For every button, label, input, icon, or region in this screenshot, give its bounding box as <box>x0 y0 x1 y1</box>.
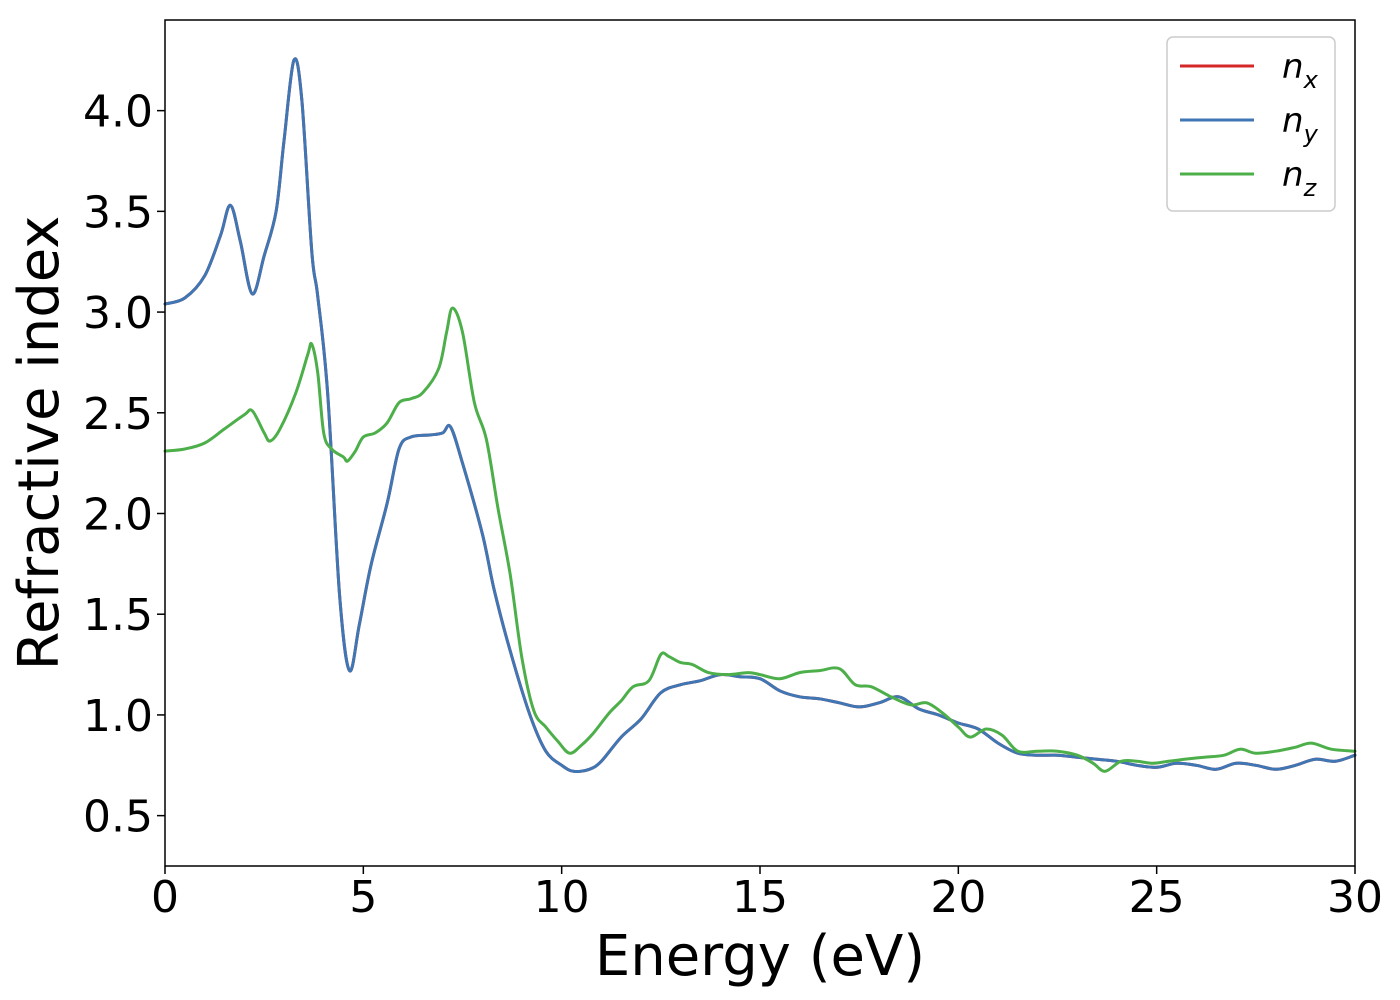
x-tick-label: 0 <box>151 872 179 923</box>
y-tick-label: 0.5 <box>83 792 153 843</box>
x-tick-label: 20 <box>930 872 986 923</box>
y-tick-label: 3.0 <box>83 288 153 339</box>
y-axis-ticks: 0.5 1.0 1.5 2.0 2.5 3.0 3.5 4.0 <box>83 87 165 843</box>
y-tick-label: 1.5 <box>83 590 153 641</box>
y-tick-label: 2.5 <box>83 389 153 440</box>
y-tick-label: 3.5 <box>83 187 153 238</box>
series-line-nz <box>163 306 1357 773</box>
series-line-ny <box>163 57 1357 774</box>
x-tick-label: 15 <box>732 872 788 923</box>
legend-label-subscript: x <box>1303 66 1319 94</box>
plot-lines <box>163 57 1357 774</box>
x-tick-label: 25 <box>1129 872 1185 923</box>
y-axis-label: Refractive index <box>7 216 72 671</box>
x-axis-ticks: 0 5 10 15 20 25 30 <box>151 866 1383 923</box>
legend-label-subscript: y <box>1303 120 1319 148</box>
y-tick-label: 2.0 <box>83 490 153 541</box>
x-axis-label: Energy (eV) <box>595 924 925 989</box>
x-tick-label: 10 <box>534 872 590 923</box>
y-tick-label: 1.0 <box>83 691 153 742</box>
y-tick-label: 4.0 <box>83 87 153 138</box>
legend-label-subscript: z <box>1303 174 1318 202</box>
x-tick-label: 5 <box>349 872 377 923</box>
x-tick-label: 30 <box>1327 872 1383 923</box>
legend-box <box>1166 36 1336 212</box>
